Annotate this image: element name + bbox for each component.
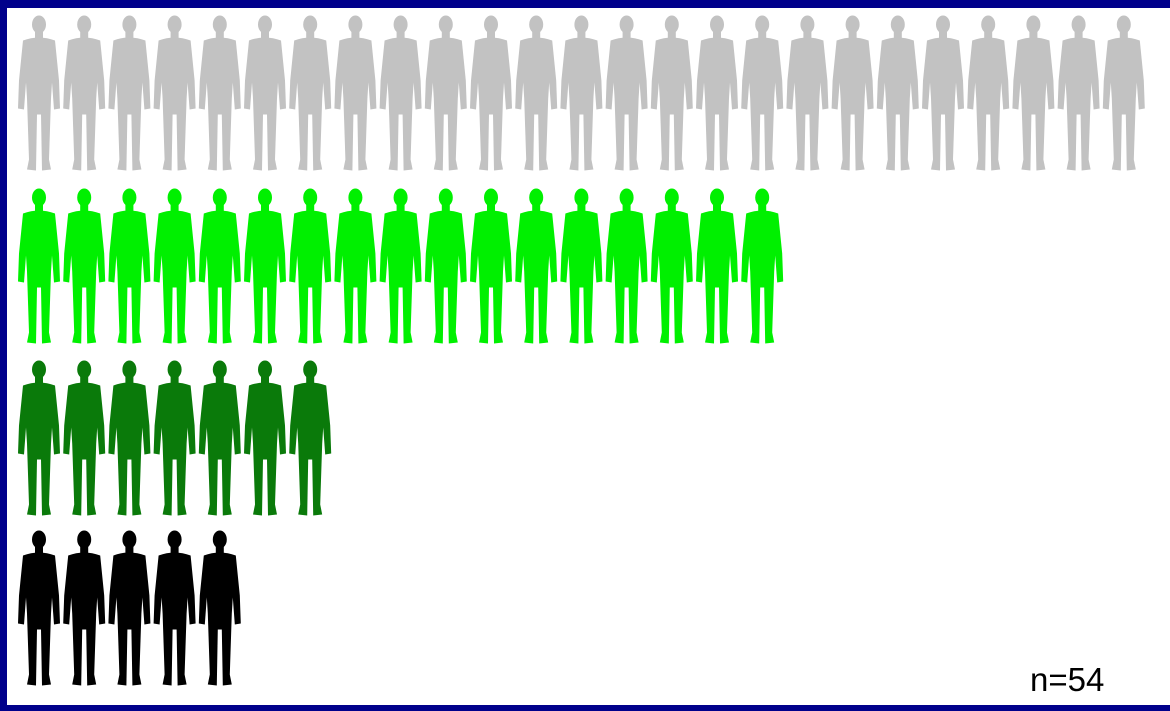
person-icon xyxy=(244,188,286,344)
person-icon xyxy=(1102,15,1145,171)
person-icon xyxy=(289,188,332,344)
person-icon xyxy=(605,15,648,171)
person-icon xyxy=(876,15,919,171)
person-icon xyxy=(696,15,738,171)
person-icon xyxy=(515,188,558,344)
person-icon xyxy=(786,15,829,171)
person-icon xyxy=(153,530,196,686)
person-icon xyxy=(741,15,784,171)
person-icon xyxy=(379,188,422,344)
person-icon xyxy=(198,15,241,171)
person-icon xyxy=(153,360,196,516)
pictograph-row-3 xyxy=(18,360,332,516)
person-icon xyxy=(244,15,286,171)
person-icon xyxy=(18,15,60,171)
person-icon xyxy=(741,188,784,344)
person-icon xyxy=(198,530,241,686)
person-icon xyxy=(153,188,196,344)
person-icon xyxy=(1057,15,1100,171)
person-icon xyxy=(424,15,467,171)
person-icon xyxy=(63,188,106,344)
person-icon xyxy=(560,188,603,344)
person-icon xyxy=(18,530,60,686)
person-icon xyxy=(108,15,151,171)
person-icon xyxy=(560,15,603,171)
person-icon xyxy=(108,360,151,516)
person-icon xyxy=(831,15,874,171)
person-icon xyxy=(696,188,738,344)
person-icon xyxy=(289,360,332,516)
person-icon xyxy=(108,188,151,344)
person-icon xyxy=(470,188,512,344)
person-icon xyxy=(334,188,377,344)
person-icon xyxy=(198,360,241,516)
sample-size-label: n=54 xyxy=(1030,661,1105,698)
person-icon xyxy=(605,188,648,344)
person-icon xyxy=(153,15,196,171)
person-icon xyxy=(650,188,693,344)
pictograph-rows xyxy=(18,15,1145,686)
person-icon xyxy=(63,15,106,171)
person-icon xyxy=(650,15,693,171)
person-icon xyxy=(424,188,467,344)
person-icon xyxy=(289,15,332,171)
person-icon xyxy=(967,15,1010,171)
person-icon xyxy=(63,530,106,686)
person-icon xyxy=(1012,15,1055,171)
person-icon xyxy=(198,188,241,344)
pictograph-row-1 xyxy=(18,15,1145,171)
person-icon xyxy=(63,360,106,516)
person-icon xyxy=(108,530,151,686)
person-icon xyxy=(18,360,60,516)
person-icon xyxy=(515,15,558,171)
person-icon xyxy=(379,15,422,171)
pictograph-row-4 xyxy=(18,530,241,686)
person-icon xyxy=(470,15,512,171)
person-icon xyxy=(244,360,286,516)
pictograph-row-2 xyxy=(18,188,784,344)
person-icon xyxy=(18,188,60,344)
person-icon xyxy=(334,15,377,171)
person-icon xyxy=(922,15,964,171)
